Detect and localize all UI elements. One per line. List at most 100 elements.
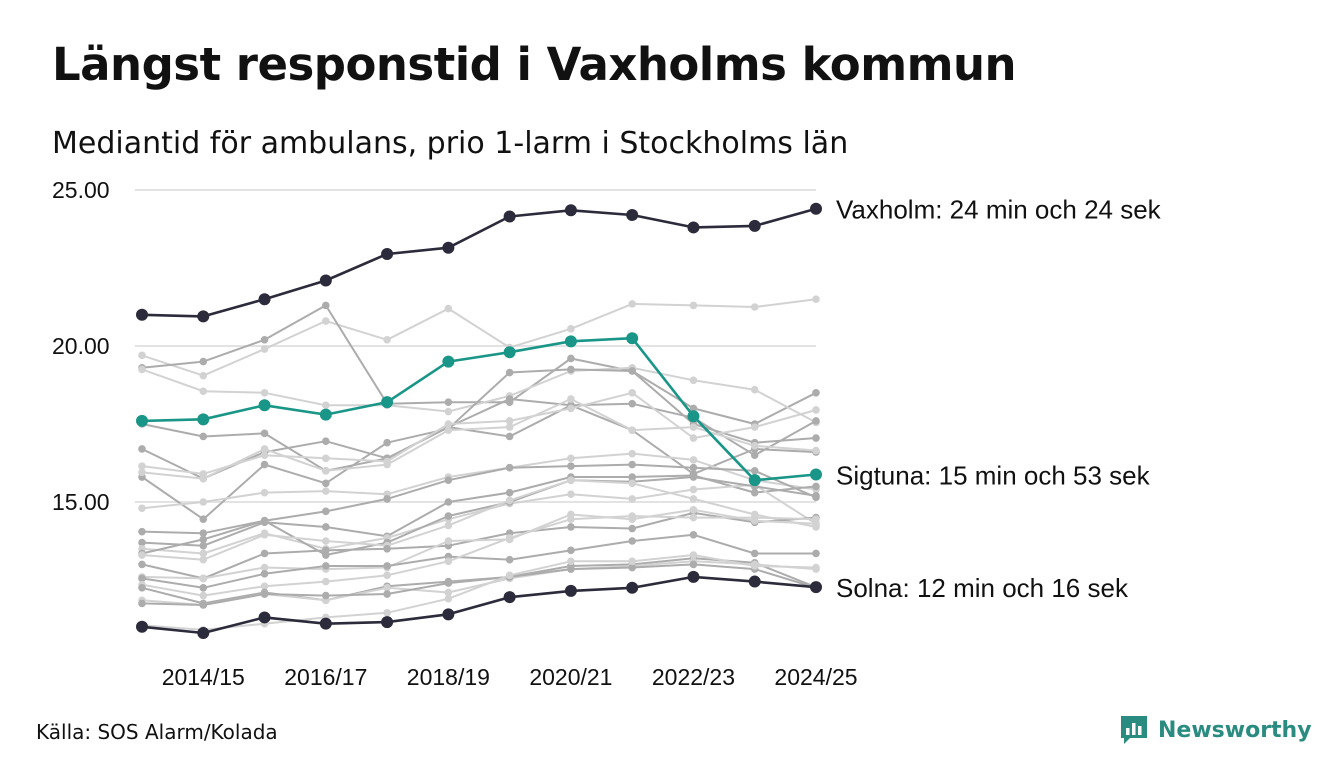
series-vaxholm-point xyxy=(381,247,394,260)
series-kommun-08-point xyxy=(567,395,575,403)
series-kommun-03-point xyxy=(322,401,330,410)
series-kommun-06-point xyxy=(628,367,636,375)
series-sigtuna-point xyxy=(381,396,394,409)
series-kommun-08-point xyxy=(260,445,269,453)
series-kommun-11-point xyxy=(750,488,759,497)
series-sigtuna-point xyxy=(319,408,332,421)
series-kommun-22-point xyxy=(750,562,759,570)
series-solna-point xyxy=(381,616,394,629)
series-solna-point xyxy=(319,617,332,630)
series-solna-point xyxy=(748,575,761,588)
series-solna-point xyxy=(136,620,148,633)
series-kommun-21-point xyxy=(322,591,330,600)
series-kommun-03-line xyxy=(141,366,817,424)
series-kommun-17-line xyxy=(141,533,816,589)
series-kommun-05-point xyxy=(138,445,146,453)
series-kommun-22-point xyxy=(628,557,636,566)
series-kommun-11-point xyxy=(138,538,146,547)
series-solna-point xyxy=(258,611,271,624)
series-kommun-08-point xyxy=(505,423,514,431)
series-kommun-01-point xyxy=(138,351,146,360)
series-kommun-10-line xyxy=(141,463,817,535)
series-label-sigtuna: Sigtuna: 15 min och 53 sek xyxy=(836,461,1151,491)
series-kommun-22-point xyxy=(812,563,820,572)
series-kommun-14-point xyxy=(260,530,269,539)
series-kommun-15-point xyxy=(628,524,636,533)
series-kommun-12-line xyxy=(141,483,817,555)
series-kommun-17-point xyxy=(750,549,759,558)
series-kommun-02-point xyxy=(567,354,575,363)
series-kommun-17-point xyxy=(260,569,269,578)
series-kommun-01-point xyxy=(199,371,208,380)
series-kommun-16-point xyxy=(199,574,208,583)
series-kommun-08-point xyxy=(199,474,208,483)
series-kommun-21-point xyxy=(260,590,269,598)
source-note: Källa: SOS Alarm/Kolada xyxy=(36,720,278,744)
series-kommun-08-point xyxy=(444,426,453,435)
series-kommun-04-line xyxy=(141,398,817,475)
series-kommun-13-point xyxy=(689,473,698,481)
series-kommun-11-point xyxy=(444,498,453,506)
series-kommun-15-point xyxy=(138,560,146,569)
series-vaxholm-point xyxy=(136,308,148,321)
series-vaxholm-point xyxy=(626,208,639,221)
series-kommun-16-point xyxy=(689,506,698,514)
series-sigtuna-point xyxy=(197,413,210,426)
series-kommun-18-point xyxy=(812,515,820,523)
series-kommun-10-point xyxy=(322,507,330,516)
series-kommun-06-point xyxy=(567,365,575,374)
series-kommun-08-point xyxy=(383,460,391,469)
series-kommun-17-point xyxy=(689,530,698,539)
series-kommun-10-point xyxy=(199,529,208,537)
series-kommun-01-point xyxy=(260,345,269,353)
series-kommun-14-point xyxy=(444,521,453,530)
series-solna-line xyxy=(141,575,817,635)
series-kommun-18-point xyxy=(628,512,636,520)
series-solna-point xyxy=(687,570,700,583)
series-kommun-14-point xyxy=(199,555,208,564)
series-kommun-22-point xyxy=(689,551,698,559)
series-kommun-07-point xyxy=(689,434,698,442)
series-kommun-05-point xyxy=(322,437,330,445)
series-kommun-09-point xyxy=(628,449,636,458)
series-kommun-15-point xyxy=(383,545,391,553)
series-kommun-15-point xyxy=(322,546,330,555)
series-kommun-19-point xyxy=(138,584,146,592)
series-kommun-01-point xyxy=(567,325,575,333)
x-tick-label: 2018/19 xyxy=(407,664,490,690)
series-kommun-14-point xyxy=(567,476,575,484)
series-kommun-01-point xyxy=(628,300,636,308)
series-sigtuna-point xyxy=(748,474,761,487)
series-solna-point xyxy=(442,608,455,621)
chart-title: Längst responstid i Vaxholms kommun xyxy=(52,38,1017,91)
series-sigtuna-point xyxy=(136,414,148,427)
series-label-solna: Solna: 12 min och 16 sek xyxy=(836,573,1129,603)
series-vaxholm-point xyxy=(503,210,516,223)
x-tick-label: 2014/15 xyxy=(162,664,245,690)
series-kommun-14-point xyxy=(505,496,514,505)
series-solna-point xyxy=(503,591,516,604)
series-solna-point xyxy=(810,581,822,594)
series-kommun-10-point xyxy=(505,463,514,472)
series-kommun-10-point xyxy=(138,527,146,536)
series-kommun-07-point xyxy=(444,420,453,428)
series-kommun-11-point xyxy=(505,488,514,497)
series-kommun-13-point xyxy=(199,535,208,544)
series-kommun-18-point xyxy=(322,577,330,586)
series-kommun-13-point xyxy=(812,491,820,500)
series-kommun-17-point xyxy=(199,584,208,592)
series-kommun-07-point xyxy=(260,451,269,460)
series-kommun-11-point xyxy=(322,523,330,531)
series-kommun-06-point xyxy=(260,460,269,469)
series-kommun-20-point xyxy=(383,584,391,592)
series-vaxholm-point xyxy=(197,310,210,323)
series-kommun-02-point xyxy=(322,301,330,310)
x-tick-label: 2020/21 xyxy=(529,664,612,690)
series-kommun-17-point xyxy=(138,574,146,583)
series-vaxholm-point xyxy=(442,241,455,254)
series-kommun-18-point xyxy=(260,582,269,591)
y-tick-label: 15.00 xyxy=(52,489,110,515)
series-solna-point xyxy=(626,581,639,594)
series-kommun-14-point xyxy=(322,537,330,545)
series-kommun-21-point xyxy=(138,599,146,608)
